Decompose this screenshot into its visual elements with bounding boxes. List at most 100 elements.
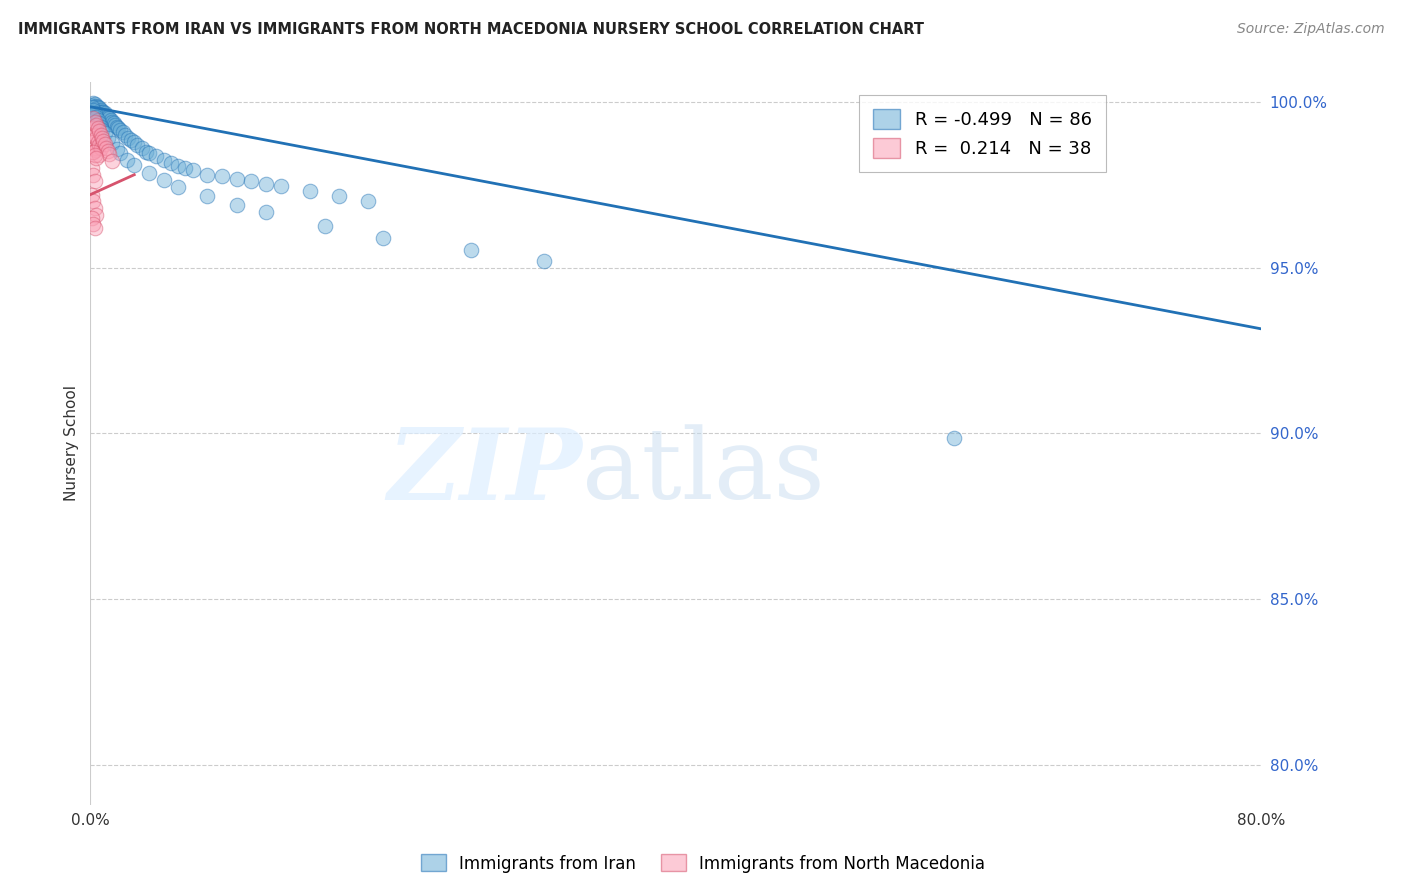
Point <box>167 180 190 194</box>
Point <box>298 184 321 198</box>
Point <box>94 126 117 140</box>
Legend: R = -0.499   N = 86, R =  0.214   N = 38: R = -0.499 N = 86, R = 0.214 N = 38 <box>859 95 1107 172</box>
Point <box>174 161 197 175</box>
Point <box>84 151 107 165</box>
Point <box>371 231 394 245</box>
Point <box>314 219 336 233</box>
Point <box>87 137 110 152</box>
Point <box>181 162 204 177</box>
Point <box>80 100 103 114</box>
Point <box>90 120 112 134</box>
Point <box>225 197 247 211</box>
Point <box>86 135 108 149</box>
Point <box>98 112 121 126</box>
Point <box>87 116 110 130</box>
Point <box>84 102 107 116</box>
Point <box>80 187 103 202</box>
Point <box>83 108 105 122</box>
Point <box>96 140 118 154</box>
Point <box>83 128 105 142</box>
Legend: Immigrants from Iran, Immigrants from North Macedonia: Immigrants from Iran, Immigrants from No… <box>413 847 993 880</box>
Text: Source: ZipAtlas.com: Source: ZipAtlas.com <box>1237 22 1385 37</box>
Point <box>80 211 103 225</box>
Text: ZIP: ZIP <box>387 424 582 520</box>
Point <box>94 112 117 126</box>
Point <box>533 254 555 268</box>
Point <box>101 136 124 151</box>
Point <box>82 145 104 159</box>
Point <box>160 156 183 170</box>
Point <box>91 130 114 145</box>
Point <box>83 100 105 114</box>
Point <box>101 154 124 169</box>
Point <box>84 99 107 113</box>
Point <box>211 169 233 184</box>
Point <box>84 207 107 221</box>
Point <box>86 113 108 128</box>
Point <box>84 118 107 132</box>
Point <box>82 103 104 117</box>
Point <box>138 146 160 161</box>
Point <box>108 123 131 137</box>
Point <box>82 100 104 114</box>
Point <box>84 106 107 120</box>
Point <box>82 121 104 136</box>
Point <box>87 148 110 162</box>
Point <box>108 146 131 161</box>
Point <box>127 137 149 152</box>
Point <box>97 144 120 158</box>
Point <box>145 149 167 163</box>
Point <box>240 174 263 188</box>
Point <box>80 161 103 175</box>
Point <box>357 194 380 209</box>
Point <box>82 135 104 149</box>
Point <box>90 140 112 154</box>
Point <box>93 105 115 120</box>
Point <box>86 121 108 136</box>
Point <box>131 141 153 155</box>
Point <box>107 121 129 136</box>
Point <box>197 189 219 203</box>
Point <box>84 143 107 157</box>
Point <box>83 106 105 120</box>
Point <box>87 124 110 138</box>
Point <box>80 128 103 142</box>
Point <box>91 123 114 137</box>
Text: IMMIGRANTS FROM IRAN VS IMMIGRANTS FROM NORTH MACEDONIA NURSERY SCHOOL CORRELATI: IMMIGRANTS FROM IRAN VS IMMIGRANTS FROM … <box>18 22 924 37</box>
Point <box>83 114 105 128</box>
Point <box>83 141 105 155</box>
Point <box>97 110 120 124</box>
Point <box>104 118 127 132</box>
Point <box>83 148 105 162</box>
Point <box>105 120 128 134</box>
Point <box>152 172 174 186</box>
Point <box>84 131 107 145</box>
Point <box>98 147 121 161</box>
Point <box>80 98 103 112</box>
Point <box>114 128 136 142</box>
Point <box>120 133 142 147</box>
Point <box>91 109 114 123</box>
Y-axis label: Nursery School: Nursery School <box>65 385 79 501</box>
Point <box>83 104 105 119</box>
Point <box>97 131 120 145</box>
Point <box>82 103 104 117</box>
Point <box>82 168 104 182</box>
Point <box>82 112 104 126</box>
Point <box>254 177 277 191</box>
Point <box>83 97 105 112</box>
Point <box>328 189 350 203</box>
Point <box>86 109 108 123</box>
Point <box>100 113 122 128</box>
Point <box>87 102 110 116</box>
Point <box>101 114 124 128</box>
Point <box>111 125 134 139</box>
Point <box>82 194 104 209</box>
Point <box>152 153 174 167</box>
Point <box>135 145 157 159</box>
Point <box>94 106 117 120</box>
Point <box>80 145 103 159</box>
Point <box>86 100 108 114</box>
Point <box>94 137 117 152</box>
Point <box>84 110 107 124</box>
